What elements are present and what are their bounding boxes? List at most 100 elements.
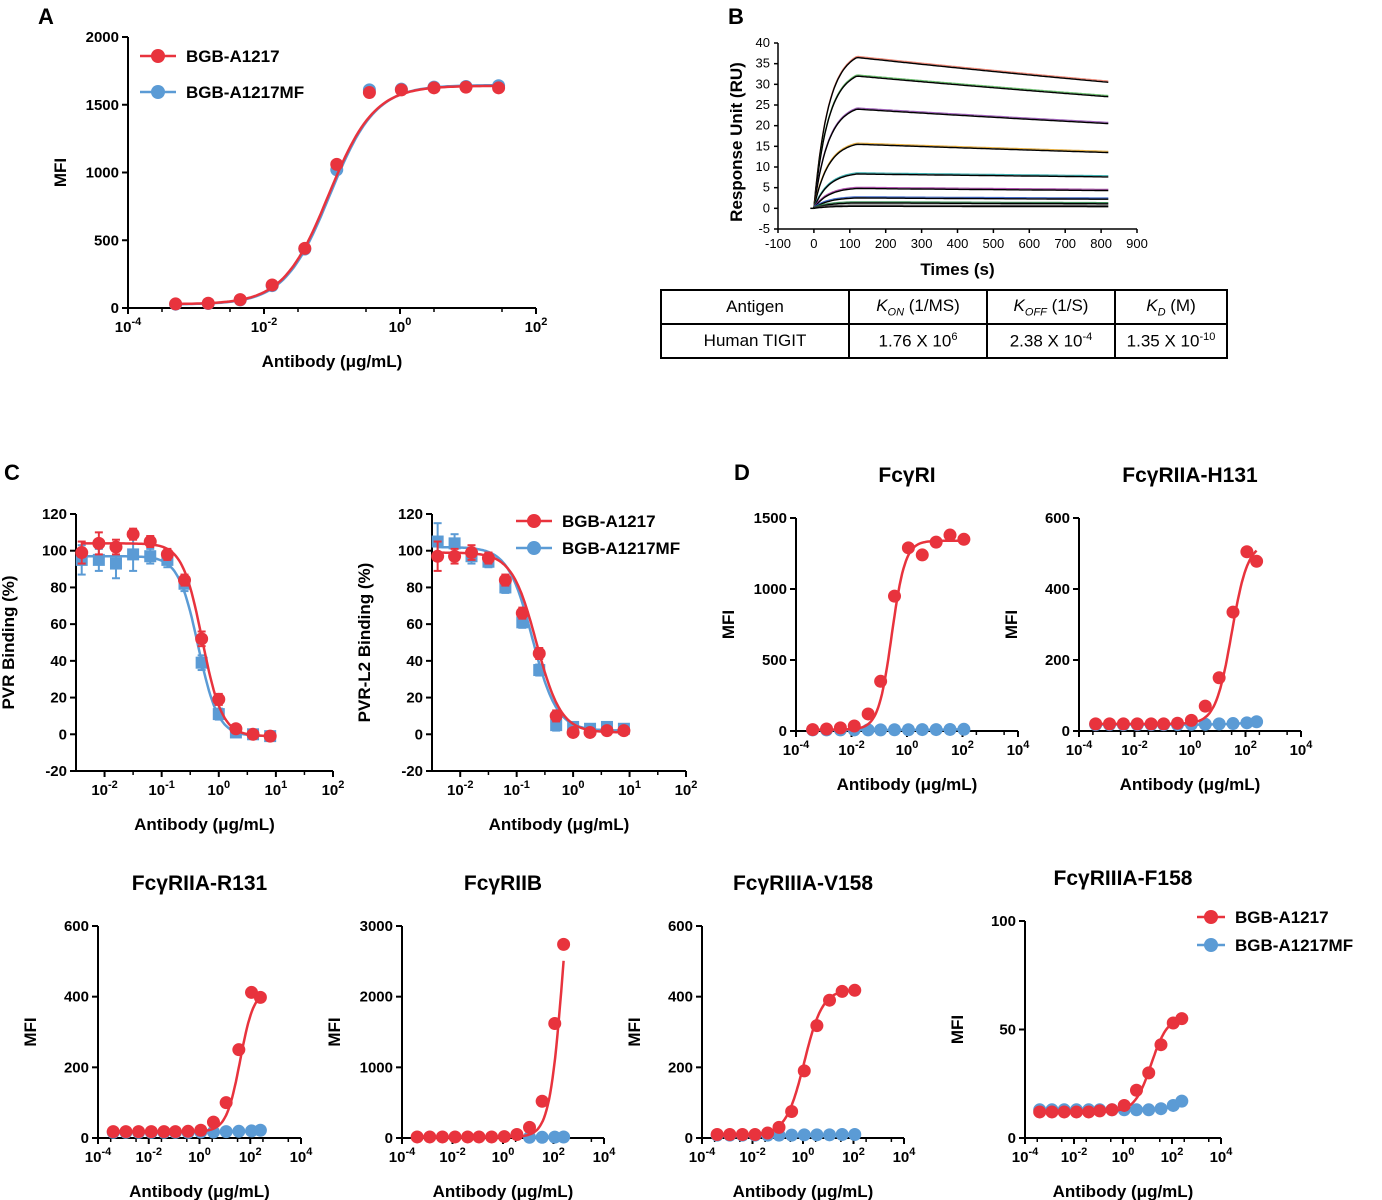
data-point — [1142, 1103, 1156, 1117]
y-tick-label: 60 — [50, 616, 67, 633]
data-point — [566, 725, 580, 739]
data-point — [481, 551, 495, 565]
x-tick-label: 100 — [562, 779, 585, 799]
legend-label: BGB-A1217MF — [1235, 936, 1353, 955]
data-point — [1130, 717, 1144, 731]
x-tick-label: 300 — [911, 236, 933, 251]
sensorgram-data-conc-3 — [813, 107, 1109, 208]
y-tick-label: 25 — [756, 97, 770, 112]
x-tick-label: 102 — [322, 779, 345, 799]
y-tick-label: 1000 — [754, 581, 787, 598]
sensorgram-fit-conc-8 — [813, 202, 1109, 209]
y-tick-label: 0 — [1062, 723, 1070, 740]
data-point — [1129, 1083, 1143, 1097]
data-point — [181, 1124, 195, 1138]
data-point — [1105, 1103, 1119, 1117]
chart-d4: 0 1000 2000 3000 10-4 10-2 100 102 104 FcγRIIB Ant… — [325, 872, 616, 1200]
legend-label: BGB-A1217 — [562, 512, 656, 531]
x-tick-label: 104 — [1210, 1146, 1234, 1166]
legend-marker — [1204, 910, 1218, 924]
data-point — [874, 674, 888, 688]
fit-curve-bgb-a1217mf — [437, 545, 624, 732]
x-tick-label: 10-2 — [739, 1146, 765, 1166]
x-axis-title: Antibody (μg/mL) — [129, 1182, 270, 1200]
data-point — [92, 536, 106, 550]
data-point — [874, 723, 888, 737]
data-point — [943, 528, 957, 542]
y-tick-label: 60 — [406, 616, 423, 633]
x-tick-label: 102 — [1234, 739, 1257, 759]
data-point — [797, 1064, 811, 1078]
data-point — [119, 1125, 133, 1139]
data-point — [772, 1120, 786, 1134]
x-tick-label: 400 — [947, 236, 969, 251]
x-tick-label: 10-2 — [91, 779, 117, 799]
data-point — [929, 535, 943, 549]
data-point — [1250, 715, 1264, 729]
y-tick-label: 500 — [762, 652, 787, 669]
y-tick-label: 80 — [406, 579, 423, 596]
sensorgram-fit-conc-1 — [813, 56, 1109, 209]
x-axis-title: Antibody (μg/mL) — [1053, 1182, 1194, 1200]
chart-c2: -20 0 20 40 60 80 100 120 10-2 10-1 100 101 102 Antib… — [355, 506, 697, 834]
x-tick-label: 101 — [618, 779, 641, 799]
x-axis-title: Antibody (μg/mL) — [1120, 775, 1261, 794]
chart-b: -5 0 5 10 15 20 25 30 35 40 -100 0 100 200 300 400 500 60… — [727, 35, 1148, 279]
y-tick-label: 1000 — [86, 165, 119, 182]
y-tick-label: 500 — [94, 232, 119, 249]
y-tick-label: 40 — [406, 653, 423, 670]
legend-marker — [1204, 938, 1218, 952]
data-point — [1144, 717, 1158, 731]
sensorgram-data-conc-2 — [813, 74, 1109, 208]
x-tick-label: 10-2 — [838, 739, 864, 759]
sensorgram-fit-conc-7 — [813, 197, 1109, 209]
x-tick-label: 102 — [675, 779, 698, 799]
data-point — [810, 1019, 824, 1033]
y-tick-label: -5 — [758, 221, 770, 236]
fit-curve-bgb-a1217 — [417, 960, 565, 1139]
y-tick-label: 30 — [756, 76, 770, 91]
x-tick-label: 500 — [983, 236, 1005, 251]
x-tick-label: 10-1 — [503, 779, 529, 799]
y-tick-label: 3000 — [360, 918, 393, 935]
data-point — [485, 1130, 499, 1144]
data-point — [1198, 717, 1212, 731]
data-point — [195, 632, 209, 646]
data-point — [127, 548, 140, 561]
data-point — [1198, 699, 1212, 713]
x-axis-title: Antibody (μg/mL) — [134, 815, 275, 834]
data-point — [901, 723, 915, 737]
kinetics-koff-value: 2.38 X 10-4 — [986, 323, 1116, 359]
x-tick-label: 600 — [1018, 236, 1040, 251]
data-point — [1093, 1104, 1107, 1118]
data-point — [1033, 1105, 1047, 1119]
data-point — [126, 527, 140, 541]
y-axis-title: PVR Binding (%) — [0, 575, 18, 709]
panel-letter-a: A — [38, 4, 54, 29]
x-tick-label: 10-2 — [1121, 739, 1147, 759]
legend-label: BGB-A1217 — [1235, 908, 1329, 927]
data-point — [797, 1128, 811, 1142]
y-axis-title: MFI — [625, 1017, 644, 1046]
y-tick-label: 5 — [763, 180, 770, 195]
y-tick-label: 0 — [59, 726, 67, 743]
x-tick-label: 102 — [239, 1146, 262, 1166]
y-tick-label: 200 — [64, 1059, 89, 1076]
data-point — [263, 729, 277, 743]
data-point — [532, 647, 546, 661]
data-point — [106, 1125, 120, 1139]
x-tick-label: 10-2 — [439, 1146, 465, 1166]
x-axis-title: Times (s) — [920, 260, 994, 279]
data-point — [957, 722, 971, 736]
y-tick-label: 600 — [1045, 510, 1070, 527]
data-point — [943, 722, 957, 736]
data-point — [810, 1128, 824, 1142]
data-point — [835, 1127, 849, 1141]
y-tick-label: 40 — [50, 653, 67, 670]
data-point — [144, 550, 157, 563]
data-point — [888, 589, 902, 603]
data-point — [232, 1043, 246, 1057]
data-point — [1154, 1038, 1168, 1052]
data-point — [168, 1125, 182, 1139]
x-tick-label: 10-4 — [85, 1146, 112, 1166]
